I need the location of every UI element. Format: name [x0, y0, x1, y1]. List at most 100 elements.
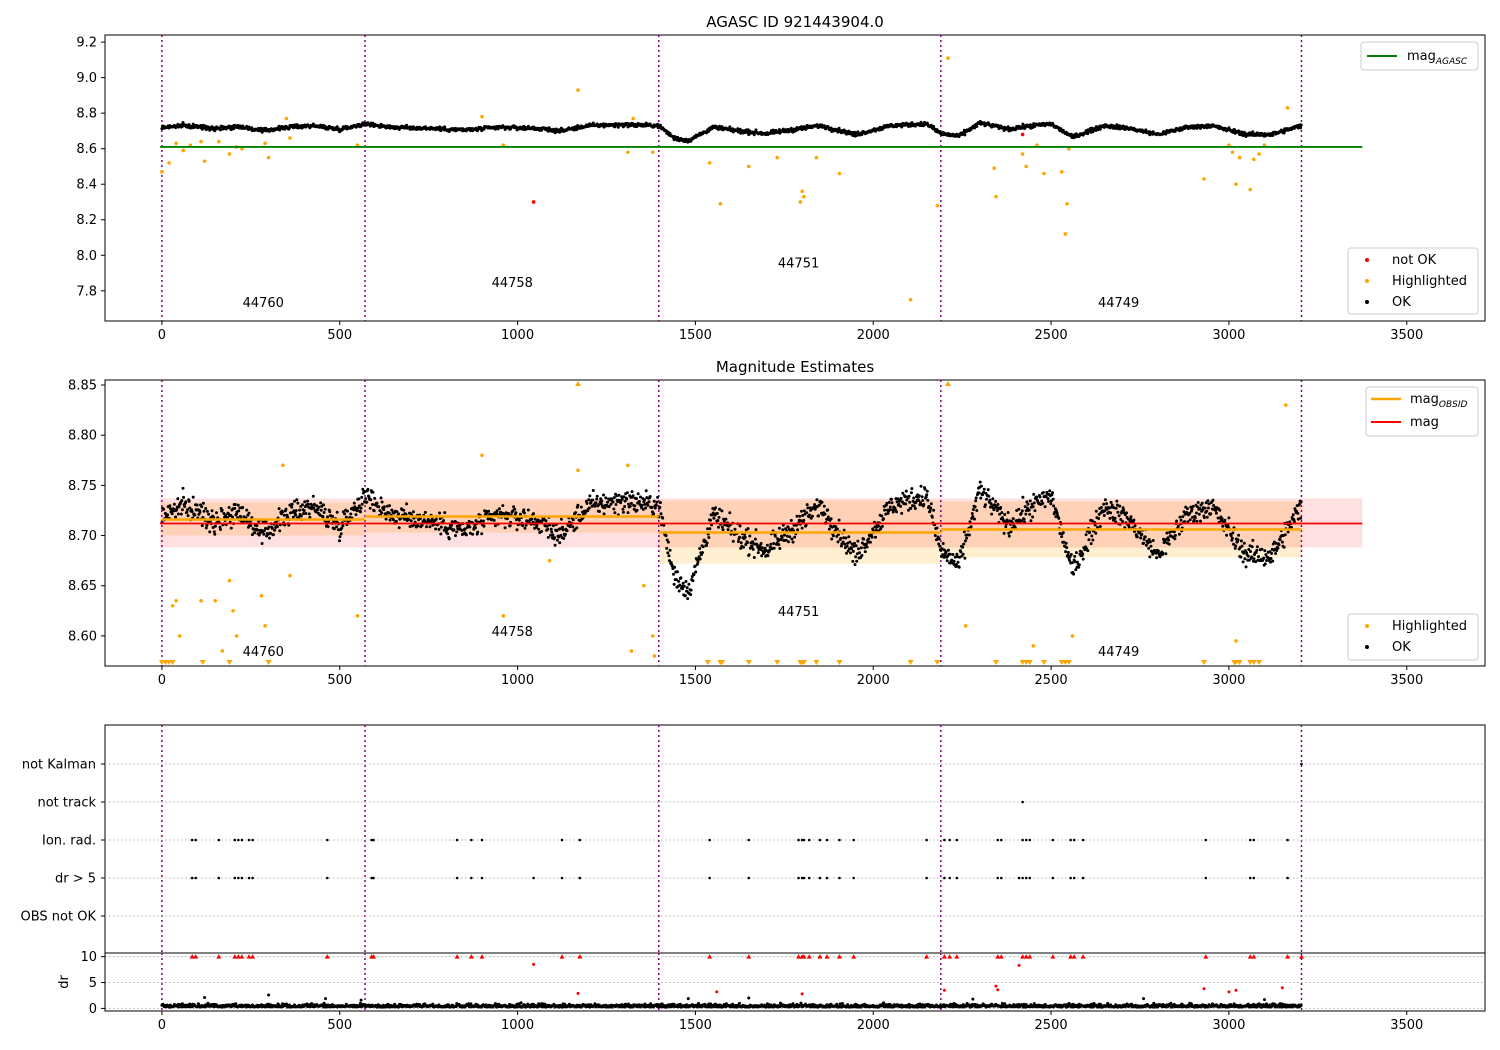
ok-point	[260, 542, 264, 545]
ok-point	[1179, 518, 1183, 522]
flag-point	[838, 838, 841, 842]
ok-point	[635, 508, 639, 512]
flag-point	[1300, 762, 1303, 766]
ok-point	[854, 555, 858, 559]
y-tick-label: 8.0	[76, 249, 97, 264]
ok-point	[1206, 506, 1210, 510]
ok-point	[546, 535, 550, 539]
ok-point	[487, 509, 491, 513]
ok-point	[302, 512, 306, 515]
highlighted-point	[576, 88, 580, 92]
ok-point	[694, 570, 698, 574]
ok-point	[1105, 502, 1109, 506]
ok-point	[661, 516, 665, 520]
flag-point	[578, 838, 582, 842]
ok-point	[978, 480, 982, 484]
ok-point	[979, 496, 983, 500]
flag-point	[247, 876, 251, 880]
ok-point	[540, 519, 544, 523]
ok-point	[1081, 557, 1085, 561]
ok-point	[820, 500, 824, 504]
ok-point	[395, 510, 399, 514]
ok-point	[952, 559, 956, 563]
ok-point	[162, 507, 166, 511]
ok-point	[1026, 502, 1030, 506]
ok-point	[1167, 542, 1171, 546]
ok-point	[191, 122, 195, 126]
ok-point	[526, 508, 530, 512]
ok-point	[408, 525, 412, 528]
highlighted-point	[775, 155, 780, 160]
ok-point	[932, 124, 936, 128]
flag-point	[560, 838, 564, 842]
highlighted-point	[718, 201, 723, 206]
ok-point	[550, 530, 554, 534]
flag-point	[1017, 876, 1021, 880]
ok-point	[979, 484, 983, 488]
highlighted-point	[626, 150, 630, 155]
ok-point	[930, 515, 934, 519]
ok-point	[1077, 563, 1081, 567]
flag-point	[807, 838, 811, 842]
ok-point	[591, 489, 595, 492]
ok-point	[1291, 513, 1295, 517]
ok-point	[310, 504, 314, 508]
ok-point	[955, 552, 959, 556]
ok-point	[1173, 537, 1177, 541]
highlighted-point	[227, 578, 232, 583]
flag-point	[251, 838, 254, 842]
ok-point	[1072, 572, 1076, 576]
ok-point	[912, 496, 916, 500]
ok-point	[595, 494, 599, 498]
ok-point	[716, 519, 720, 522]
ok-point	[937, 537, 941, 541]
ok-point	[1277, 543, 1281, 547]
ok-point	[717, 515, 721, 519]
ok-point	[929, 502, 933, 506]
highlighted-point	[284, 116, 289, 121]
ok-point	[1113, 516, 1117, 520]
ok-point	[551, 533, 555, 537]
ok-point	[743, 535, 747, 539]
ok-point	[1121, 520, 1124, 523]
ok-point	[208, 530, 212, 534]
ok-point	[666, 551, 670, 555]
ok-point	[492, 518, 496, 522]
plot-frame-3	[104, 724, 1486, 954]
flag-point	[532, 876, 535, 880]
ok-point	[522, 508, 526, 512]
ok-point	[1203, 506, 1207, 510]
ok-point	[1070, 561, 1074, 565]
ok-point	[269, 531, 273, 535]
x-tick-label: 3000	[1212, 673, 1245, 688]
highlighted-point	[629, 649, 634, 653]
ok-point	[789, 518, 793, 522]
ok-point	[1185, 507, 1189, 511]
ok-point	[920, 495, 924, 499]
ok-point	[394, 519, 398, 523]
flag-point	[747, 838, 751, 842]
flag-point	[1069, 838, 1072, 842]
ok-point	[468, 531, 472, 535]
ok-point	[1205, 509, 1209, 513]
ok-point	[922, 503, 926, 506]
ok-point	[910, 487, 914, 491]
ok-point	[754, 128, 758, 132]
ok-point	[224, 513, 228, 517]
ok-point	[503, 526, 507, 530]
ok-point	[646, 503, 650, 507]
ok-point	[1055, 511, 1059, 515]
ok-point	[293, 499, 296, 503]
ok-point	[691, 579, 695, 583]
ok-point	[397, 526, 401, 530]
ok-point	[328, 510, 332, 514]
ok-point	[1270, 551, 1274, 555]
highlighted-point	[220, 649, 225, 653]
ok-point	[1181, 515, 1185, 519]
below-range-marker	[907, 660, 914, 665]
ok-point	[380, 500, 384, 504]
highlighted-point	[650, 150, 655, 155]
ok-point	[187, 499, 191, 503]
ok-point	[557, 535, 561, 539]
